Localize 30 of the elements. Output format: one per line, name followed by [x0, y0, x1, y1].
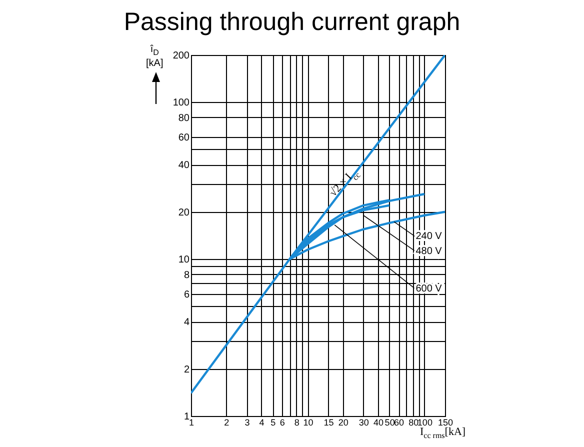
y-tick-label: 6	[184, 289, 190, 300]
y-tick-label: 80	[178, 112, 190, 124]
chart-title: Passing through current graph	[122, 8, 462, 37]
y-tick-label: 4	[184, 317, 190, 328]
y-tick-label: 200	[172, 50, 190, 62]
x-tick-label: 80	[408, 418, 419, 428]
y-tick-label: 20	[178, 207, 190, 218]
x-tick-label: 60	[394, 418, 404, 428]
y-tick-label: 40	[178, 160, 190, 172]
x-tick-label: 150	[438, 418, 454, 428]
x-tick-label: 8	[294, 418, 300, 428]
x-tick-label: 40	[373, 418, 384, 428]
x-tick-label: 2	[224, 418, 230, 428]
x-tick-label: 20	[338, 418, 348, 428]
x-tick-label: 30	[358, 418, 369, 428]
y-axis-title: î$_{D}$ [kA]	[146, 44, 164, 69]
y-tick-label: 10	[178, 254, 190, 266]
x-tick-label: 6	[280, 418, 285, 428]
x-tick-label: 5	[270, 418, 276, 428]
x-tick-label: 4	[259, 418, 264, 428]
x-axis-title: I$_{cc rms}$[kA]	[420, 426, 466, 440]
y-tick-label: 100	[172, 98, 190, 109]
x-tick-label: 3	[244, 418, 250, 428]
x-tick-label: 10	[303, 418, 314, 428]
x-tick-label: 50	[384, 418, 395, 428]
x-tick-label: 15	[324, 418, 334, 428]
y-tick-label: 8	[184, 270, 190, 281]
y-tick-label: 2	[184, 364, 190, 376]
x-tick-label: 100	[417, 418, 432, 428]
y-tick-label: 60	[178, 132, 190, 144]
